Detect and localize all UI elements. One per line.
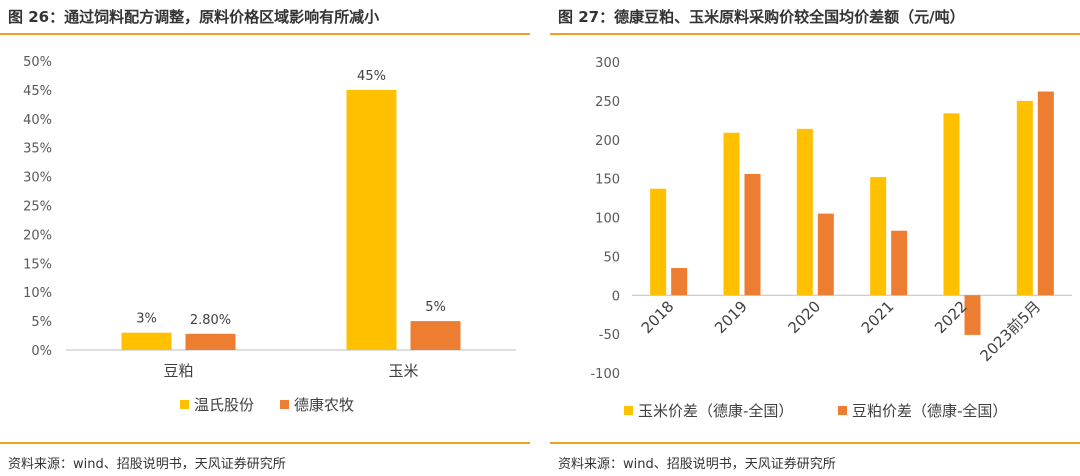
title-rule [0, 33, 530, 35]
chart-panel-left: 图 26：通过饲料配方调整，原料价格区域影响有所减小 0% 5% 10% 15% 20%… [0, 0, 530, 476]
bar [1037, 91, 1054, 296]
bar [964, 295, 981, 335]
bar [870, 177, 887, 296]
source-note: 资料来源：wind、招股说明书，天风证券研究所 [8, 457, 286, 472]
bar [650, 188, 667, 296]
bar [891, 230, 908, 296]
bar [121, 332, 172, 350]
bar [817, 213, 834, 296]
y-tick-label: 0% [31, 344, 52, 359]
legend-label: 豆粕价差（德康-全国） [852, 402, 1007, 420]
footer-rule [550, 442, 1080, 444]
y-tick-label: 300 [595, 56, 620, 71]
bar [1016, 100, 1033, 296]
bar [346, 89, 397, 351]
bar [723, 132, 740, 296]
y-tick-label: 50% [23, 55, 52, 70]
y-tick-label: 50 [603, 250, 620, 265]
title-rule [550, 33, 1080, 35]
footer-rule [0, 442, 530, 444]
bar [410, 321, 461, 350]
y-tick-label: 35% [23, 142, 52, 157]
source-note: 资料来源：wind、招股说明书，天风证券研究所 [558, 457, 836, 472]
data-label: 2.80% [190, 313, 231, 328]
bar [943, 113, 960, 296]
bar [671, 268, 688, 296]
y-tick-label: 200 [595, 134, 620, 149]
x-category-label: 2023前5月 [976, 297, 1044, 365]
y-tick-label: 15% [23, 257, 52, 272]
chart-panel-right: 图 27：德康豆粕、玉米原料采购价较全国均价差额（元/吨） 300 250 200 1… [550, 0, 1080, 476]
y-tick-label: 5% [31, 315, 52, 330]
legend-swatch [180, 400, 189, 409]
y-tick-label: 45% [23, 84, 52, 99]
bar [185, 333, 236, 350]
bar [796, 128, 813, 296]
legend-swatch [280, 400, 289, 409]
data-label: 3% [136, 312, 157, 327]
legend-swatch [624, 406, 633, 415]
y-tick-label: 20% [23, 228, 52, 243]
y-tick-label: 10% [23, 286, 52, 301]
x-category-label: 2019 [711, 297, 751, 337]
data-label: 5% [425, 300, 446, 315]
chart-right-svg: 300 250 200 150 100 50 0 -50 -100 2018 2019 2020 202… [590, 56, 1072, 420]
y-tick-label: -50 [599, 328, 620, 343]
legend-label: 温氏股份 [194, 396, 254, 414]
chart-title: 图 26：通过饲料配方调整，原料价格区域影响有所减小 [8, 8, 380, 26]
legend-label: 玉米价差（德康-全国） [638, 402, 793, 420]
y-tick-label: 0 [612, 289, 620, 304]
x-category-label: 2021 [858, 297, 898, 337]
legend-label: 德康农牧 [294, 396, 354, 414]
y-tick-label: 30% [23, 171, 52, 186]
bar [744, 173, 761, 296]
x-category-label: 豆粕 [163, 362, 193, 380]
chart-title: 图 27：德康豆粕、玉米原料采购价较全国均价差额（元/吨） [558, 8, 965, 26]
y-tick-label: 100 [595, 212, 620, 227]
y-tick-label: 150 [595, 173, 620, 188]
legend-swatch [838, 406, 847, 415]
x-category-label: 2018 [638, 297, 678, 337]
y-tick-label: -100 [590, 367, 620, 382]
data-label: 45% [357, 69, 386, 84]
y-tick-label: 250 [595, 95, 620, 110]
y-tick-label: 40% [23, 113, 52, 128]
y-tick-label: 25% [23, 200, 52, 215]
x-category-label: 2020 [784, 297, 824, 337]
chart-left-svg: 0% 5% 10% 15% 20% 25% 30% 35% 40% 45% 50% 3% 2.80% 豆粕… [23, 55, 516, 414]
x-category-label: 玉米 [388, 362, 418, 380]
